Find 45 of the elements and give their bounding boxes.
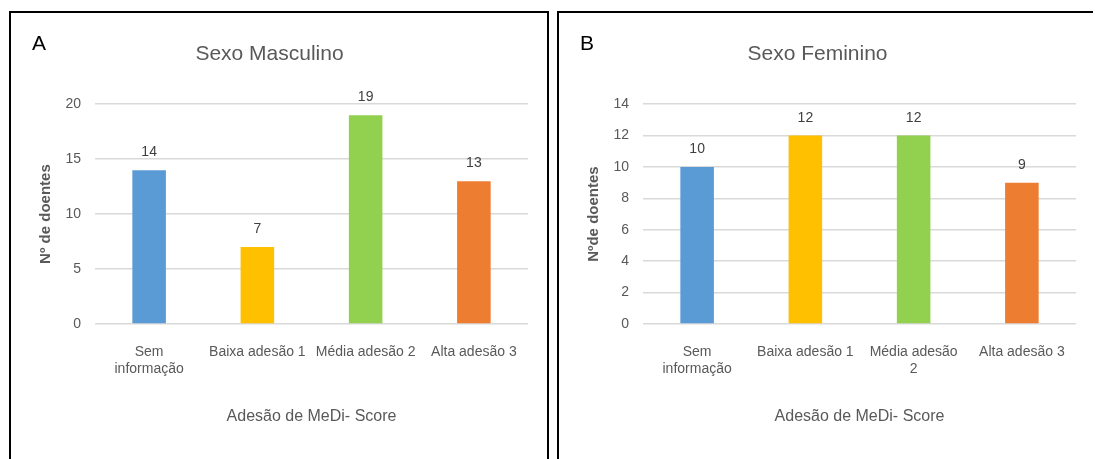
text: A <box>31 30 47 54</box>
x-axis-title: Adesão de MeDi- Score <box>774 406 945 424</box>
x-tick-label: Média adesão 2 <box>869 343 958 377</box>
y-tick-label: 10 <box>613 157 630 174</box>
x-tick-label: Sem informação <box>662 343 732 377</box>
data-label: 14 <box>141 143 158 160</box>
y-tick-label: 0 <box>621 314 630 331</box>
y-tick-label: 4 <box>621 252 630 269</box>
chart-title: Sexo Feminino <box>747 41 888 65</box>
x-tick-label: Baixa adesão 1 <box>209 343 306 360</box>
bar <box>457 181 491 324</box>
y-tick-label: 20 <box>65 95 82 112</box>
y-axis-title: Nºde doentes <box>584 166 602 262</box>
data-label: 9 <box>1017 155 1026 172</box>
x-tick-label: Sem informação <box>114 343 184 377</box>
y-tick-label: 12 <box>613 126 630 143</box>
x-tick-label: Média adesão 2 <box>315 343 416 360</box>
x-tick-label: Alta adesão 3 <box>979 343 1065 360</box>
x-tick-label: Baixa adesão 1 <box>757 343 854 360</box>
y-tick-label: 6 <box>621 220 630 237</box>
data-label: 13 <box>466 154 482 171</box>
data-label: 7 <box>253 220 262 237</box>
y-tick-label: 5 <box>73 259 82 276</box>
x-tick-label: Alta adesão 3 <box>431 343 517 360</box>
y-tick-label: 15 <box>65 150 82 167</box>
bar <box>680 167 714 324</box>
bar <box>132 170 166 324</box>
y-tick-label: 2 <box>621 283 630 300</box>
data-label: 19 <box>357 88 374 105</box>
data-label: 12 <box>905 108 922 125</box>
y-tick-label: 8 <box>621 189 630 206</box>
chart-title: Sexo Masculino <box>195 41 344 65</box>
bar <box>896 135 931 324</box>
data-label: 12 <box>797 108 814 125</box>
x-axis-title: Adesão de MeDi- Score <box>226 406 397 424</box>
bar <box>240 247 275 324</box>
bar <box>348 115 383 324</box>
y-axis-title: Nº de doentes <box>36 164 54 264</box>
bar <box>788 135 823 324</box>
y-tick-label: 0 <box>73 314 82 331</box>
y-tick-label: 10 <box>65 204 82 221</box>
bar <box>1005 182 1039 324</box>
data-label: 10 <box>689 140 706 156</box>
text: B <box>579 30 595 54</box>
y-tick-label: 14 <box>613 95 630 112</box>
